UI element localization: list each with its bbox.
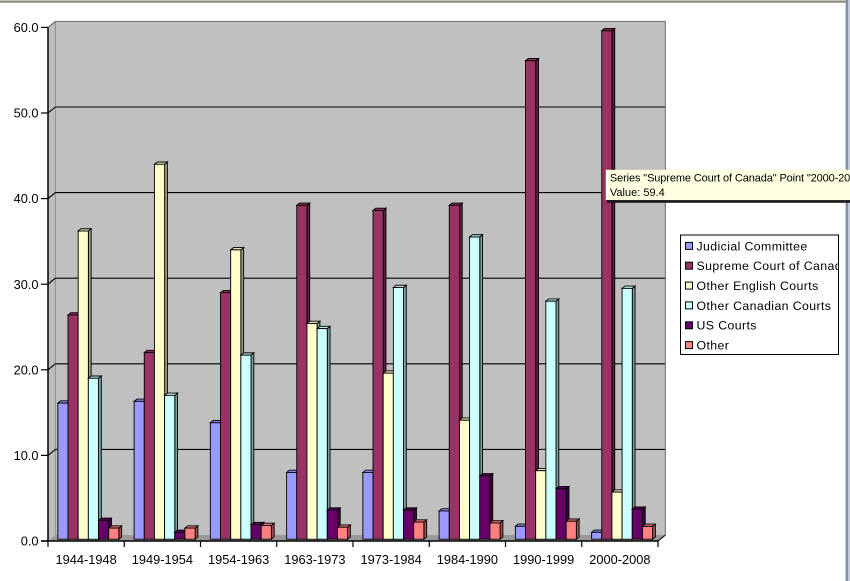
svg-text:50.0: 50.0 — [14, 106, 39, 121]
svg-text:1954-1963: 1954-1963 — [208, 552, 269, 567]
svg-text:1963-1973: 1963-1973 — [284, 552, 345, 567]
svg-text:1973-1984: 1973-1984 — [360, 552, 421, 567]
svg-text:10.0: 10.0 — [14, 448, 39, 463]
svg-text:Other English Courts: Other English Courts — [697, 279, 819, 293]
svg-text:Value: 59.4: Value: 59.4 — [610, 187, 665, 199]
svg-text:60.0: 60.0 — [14, 20, 39, 35]
svg-text:0.0: 0.0 — [21, 534, 39, 549]
svg-text:2000-2008: 2000-2008 — [589, 552, 650, 567]
svg-text:Supreme Court of Canada: Supreme Court of Canada — [697, 259, 850, 273]
svg-text:US Courts: US Courts — [697, 319, 757, 333]
svg-text:Other: Other — [697, 339, 730, 353]
svg-text:20.0: 20.0 — [14, 362, 39, 377]
svg-text:1984-1990: 1984-1990 — [437, 552, 498, 567]
svg-text:1944-1948: 1944-1948 — [55, 552, 116, 567]
svg-text:Judicial Committee: Judicial Committee — [697, 239, 808, 253]
svg-text:30.0: 30.0 — [14, 277, 39, 292]
svg-text:1990-1999: 1990-1999 — [513, 552, 574, 567]
svg-text:Other Canadian Courts: Other Canadian Courts — [697, 299, 832, 313]
svg-text:1949-1954: 1949-1954 — [132, 552, 193, 567]
svg-text:40.0: 40.0 — [14, 191, 39, 206]
svg-text:Series "Supreme Court of Canad: Series "Supreme Court of Canada" Point "… — [610, 173, 850, 185]
